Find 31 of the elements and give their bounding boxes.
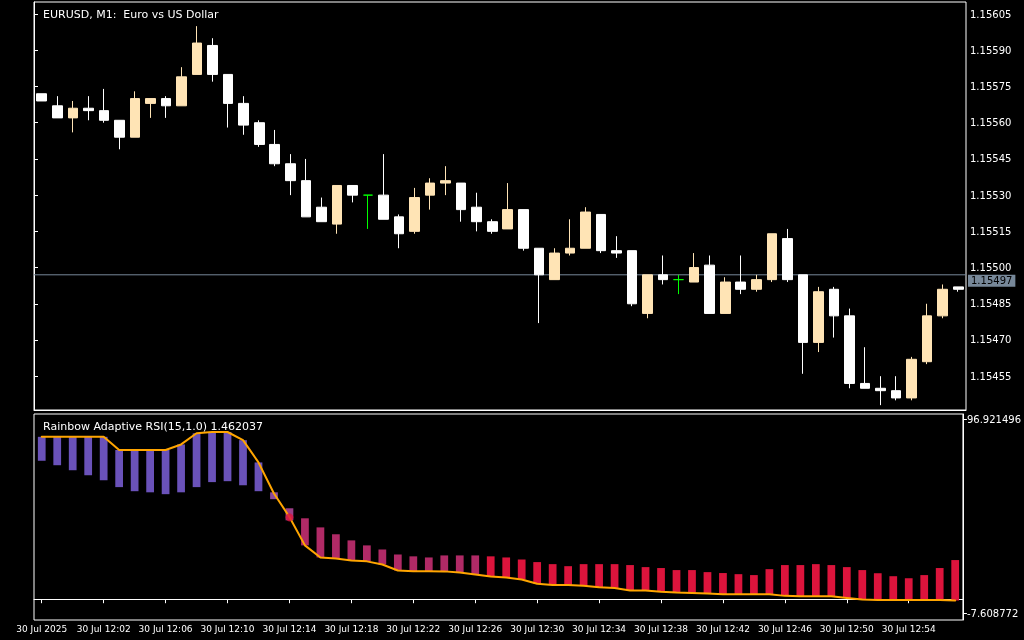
y-tick-label: 1.15530 — [970, 189, 1012, 201]
y-tick-label: 1.15515 — [970, 225, 1012, 237]
x-tick-label: 30 Jul 12:02 — [76, 623, 131, 634]
x-tick-label: 30 Jul 12:34 — [572, 623, 627, 634]
x-tick-label: 30 Jul 12:10 — [200, 623, 255, 634]
y-tick-label: 1.15470 — [970, 334, 1012, 346]
y-tick-label: 1.15605 — [970, 8, 1012, 20]
y-tick-label: 1.15560 — [970, 117, 1012, 129]
y-tick-label: 1.15455 — [970, 370, 1012, 382]
text: EURUSD, M1: Euro vs US Dollar — [43, 8, 220, 21]
y-tick-label: 1.15575 — [970, 81, 1012, 92]
y-tick-label: 1.15500 — [970, 262, 1012, 274]
y-tick-label: 96.921496 — [966, 413, 1021, 425]
y-tick-label: 1.15590 — [970, 44, 1012, 56]
ref-line-label: 1.15497 — [971, 275, 1013, 287]
x-tick-label: 30 Jul 12:38 — [634, 623, 689, 634]
y-tick-label: -7.608772 — [966, 607, 1019, 619]
x-tick-label: 30 Jul 2025 — [16, 623, 68, 634]
x-tick-label: 30 Jul 12:26 — [448, 623, 503, 634]
x-tick-label: 30 Jul 12:30 — [510, 623, 565, 634]
x-tick-label: 30 Jul 12:54 — [881, 623, 936, 634]
x-tick-label: 30 Jul 12:06 — [138, 623, 193, 634]
x-tick-label: 30 Jul 12:14 — [262, 623, 317, 634]
text: Rainbow Adaptive RSI(15,1.0) 1.462037 — [43, 420, 263, 433]
y-tick-label: 1.15485 — [970, 298, 1012, 310]
x-tick-label: 30 Jul 12:22 — [386, 623, 441, 634]
x-tick-label: 30 Jul 12:42 — [695, 623, 750, 634]
x-tick-label: 30 Jul 12:50 — [819, 623, 875, 634]
y-tick-label: 1.15545 — [970, 153, 1012, 165]
x-tick-label: 30 Jul 12:46 — [757, 623, 813, 634]
x-tick-label: 30 Jul 12:18 — [324, 623, 379, 634]
